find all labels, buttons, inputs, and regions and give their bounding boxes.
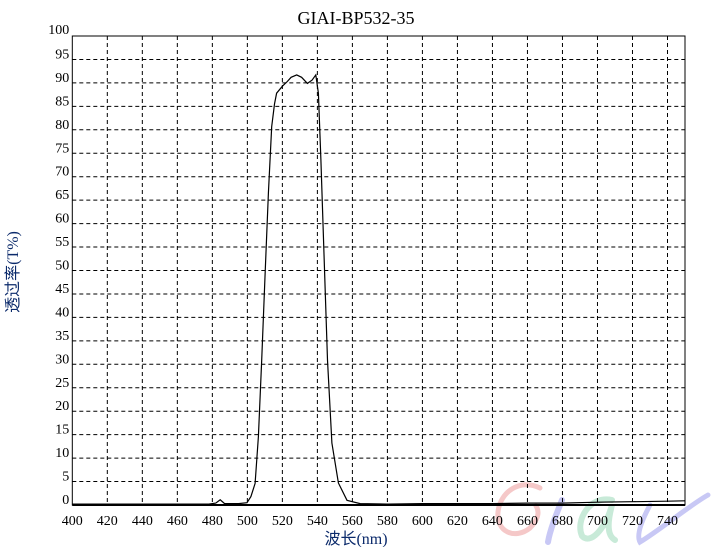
x-tick-label: 700 — [587, 514, 608, 529]
y-tick-label: 20 — [55, 399, 69, 414]
series-line-transmission — [72, 73, 686, 505]
y-tick-label: 0 — [62, 493, 69, 508]
y-tick-label: 100 — [48, 23, 69, 38]
x-tick-label: 480 — [202, 514, 223, 529]
x-tick-label: 660 — [517, 514, 538, 529]
y-tick-label: 95 — [55, 47, 69, 62]
x-tick-label: 740 — [657, 514, 678, 529]
x-tick-label: 420 — [97, 514, 118, 529]
y-axis-label: 透过率(T%) — [4, 231, 22, 313]
watermark-letter-g — [495, 482, 543, 536]
grid-lines — [72, 36, 685, 505]
y-tick-label: 45 — [55, 282, 69, 297]
y-tick-label: 85 — [55, 94, 69, 109]
y-tick-label: 90 — [55, 71, 69, 86]
watermark-letter-a — [577, 496, 618, 543]
y-tick-label: 5 — [62, 470, 69, 485]
x-tick-label: 560 — [342, 514, 363, 529]
y-tick-label: 30 — [55, 352, 69, 367]
watermark-letter-i-tail — [636, 492, 711, 546]
x-tick-label: 440 — [132, 514, 153, 529]
x-tick-label: 520 — [272, 514, 293, 529]
y-tick-label: 25 — [55, 376, 69, 391]
y-tick-label: 15 — [55, 423, 69, 438]
y-tick-label: 70 — [55, 165, 69, 180]
y-tick-label: 80 — [55, 118, 69, 133]
y-tick-label: 65 — [55, 188, 69, 203]
y-tick-label: 40 — [55, 305, 69, 320]
y-tick-label: 35 — [55, 329, 69, 344]
watermark-logo — [495, 482, 711, 546]
x-tick-label: 600 — [412, 514, 433, 529]
x-tick-label: 460 — [167, 514, 188, 529]
x-tick-label: 500 — [237, 514, 258, 529]
y-tick-label: 50 — [55, 259, 69, 274]
y-tick-label: 75 — [55, 141, 69, 156]
y-tick-label: 60 — [55, 212, 69, 227]
x-tick-label: 400 — [62, 514, 83, 529]
y-tick-label: 55 — [55, 235, 69, 250]
x-tick-label: 620 — [447, 514, 468, 529]
x-tick-label: 680 — [552, 514, 573, 529]
x-tick-label: 580 — [377, 514, 398, 529]
watermark-letter-i — [545, 497, 565, 545]
y-tick-label: 10 — [55, 446, 69, 461]
chart-title: GIAI-BP532-35 — [298, 8, 415, 28]
x-tick-label: 540 — [307, 514, 328, 529]
x-axis-label: 波长(nm) — [324, 530, 387, 547]
x-tick-label: 640 — [482, 514, 503, 529]
x-tick-label: 720 — [622, 514, 643, 529]
